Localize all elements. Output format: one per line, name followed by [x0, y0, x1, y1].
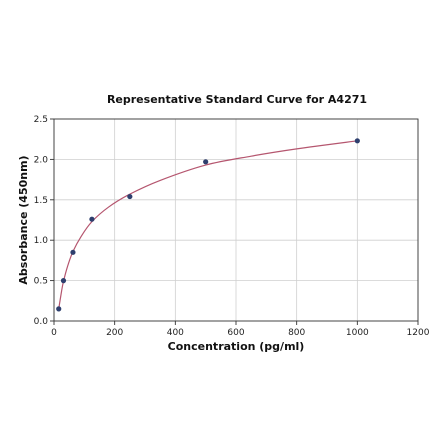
x-tick-label: 400 [167, 328, 184, 338]
y-tick-label: 0.0 [34, 317, 49, 327]
x-axis-label: Concentration (pg/ml) [168, 340, 305, 353]
y-tick-label: 0.5 [34, 277, 48, 287]
data-point [70, 249, 76, 255]
data-points-layer [56, 138, 360, 312]
chart-title: Representative Standard Curve for A4271 [107, 93, 367, 106]
x-tick-label: 1200 [407, 328, 430, 338]
x-tick-label: 200 [106, 328, 123, 338]
grid-lines [53, 118, 419, 322]
y-tick-label: 2.0 [34, 155, 49, 165]
x-tick-label: 600 [227, 328, 244, 338]
x-axis-ticks: 0 200 400 600 800 1000 1200 [51, 321, 430, 338]
y-axis-label: Absorbance (450nm) [17, 155, 30, 284]
data-point [127, 193, 133, 200]
data-point [203, 159, 209, 165]
x-tick-label: 0 [51, 328, 57, 338]
x-tick-label: 800 [288, 328, 305, 338]
data-point [60, 278, 67, 284]
y-tick-label: 1.5 [34, 196, 48, 206]
y-axis-ticks: 0.0 0.5 1.0 1.5 2.0 2.5 [34, 115, 54, 327]
fit-curve-line [58, 140, 358, 309]
y-tick-label: 1.0 [34, 236, 49, 246]
x-tick-label: 1000 [346, 328, 369, 338]
data-point [89, 216, 95, 222]
data-point [56, 306, 62, 312]
fit-curve-layer [58, 140, 358, 309]
y-tick-label: 2.5 [34, 115, 48, 125]
data-point [354, 138, 360, 144]
